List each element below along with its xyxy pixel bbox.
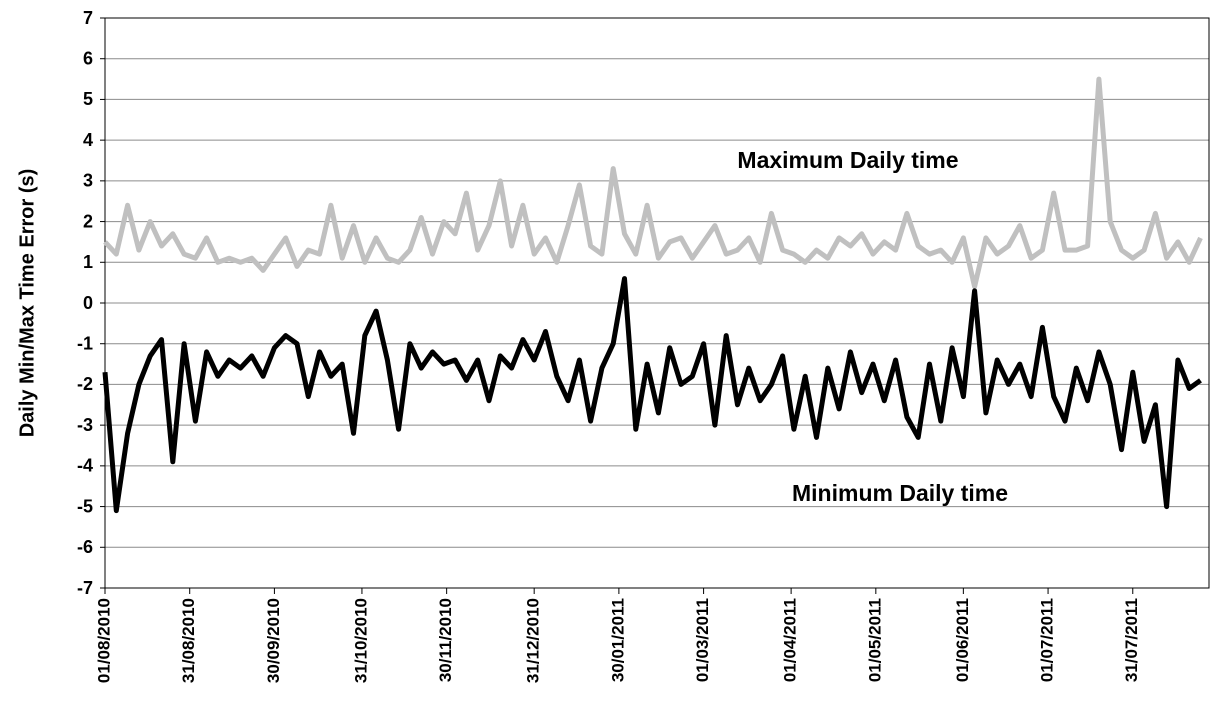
x-tick-label: 01/07/2011 <box>1038 598 1057 682</box>
series-label: Maximum Daily time <box>737 147 958 173</box>
y-tick-label: 6 <box>83 48 93 68</box>
x-tick-label: 31/07/2011 <box>1122 598 1141 682</box>
y-tick-label: -7 <box>77 578 93 598</box>
data-line <box>102 276 1202 514</box>
x-tick-label: 01/05/2011 <box>865 598 884 682</box>
data-line <box>103 76 1203 290</box>
y-tick-label: 2 <box>83 211 93 231</box>
y-axis-label: Daily Min/Max Time Error (s) <box>16 169 38 438</box>
y-tick-label: 3 <box>83 171 93 191</box>
y-tick-label: 5 <box>83 89 93 109</box>
y-tick-label: 0 <box>83 293 93 313</box>
y-tick-label: 4 <box>83 130 93 150</box>
series-label: Minimum Daily time <box>792 480 1008 506</box>
y-tick-label: -1 <box>77 333 93 353</box>
x-tick-label: 30/01/2011 <box>608 598 627 682</box>
y-tick-label: 1 <box>83 252 93 272</box>
x-tick-label: 01/03/2011 <box>693 598 712 682</box>
x-tick-label: 01/04/2011 <box>781 598 800 682</box>
x-tick-label: 30/11/2010 <box>436 598 455 682</box>
x-tick-label: 01/06/2011 <box>953 598 972 682</box>
y-tick-label: -5 <box>77 496 93 516</box>
y-tick-label: -2 <box>77 374 93 394</box>
y-tick-label: -6 <box>77 537 93 557</box>
plot-border <box>104 17 1210 589</box>
y-tick-label: -4 <box>77 456 93 476</box>
x-tick-label: 31/08/2010 <box>179 598 198 683</box>
x-tick-label: 31/10/2010 <box>351 598 370 683</box>
x-tick-label: 31/12/2010 <box>524 598 543 683</box>
y-tick-label: -3 <box>77 415 93 435</box>
y-tick-label: 7 <box>83 8 93 28</box>
x-tick-label: 01/08/2010 <box>94 598 113 683</box>
x-tick-label: 30/09/2010 <box>264 598 283 683</box>
